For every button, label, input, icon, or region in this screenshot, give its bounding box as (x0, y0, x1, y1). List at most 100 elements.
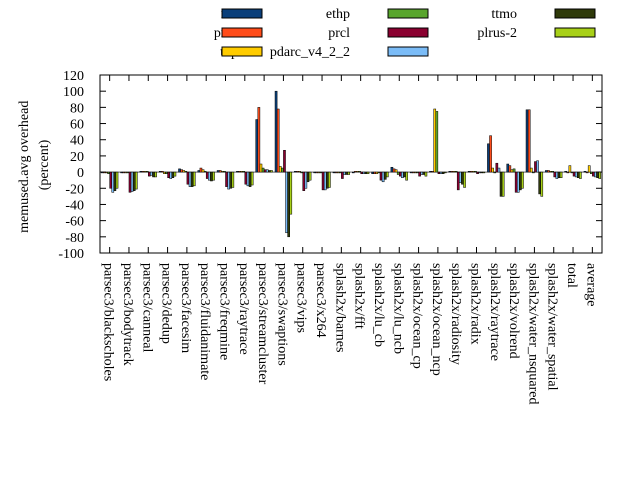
bar-prcl-10 (302, 171, 306, 191)
bar-prec-24 (566, 171, 570, 174)
bar-prec-21 (508, 165, 512, 173)
bar-plrus-2-8 (270, 170, 273, 173)
bar-thp-24 (568, 165, 572, 173)
legend-swatch (221, 46, 263, 57)
bar-ethp-1 (126, 171, 130, 174)
bar-plrus-2-21 (521, 171, 524, 189)
y-tick-label: 40 (70, 134, 84, 149)
bar-rec-10 (294, 171, 297, 173)
x-tick-label: splash2x/radiosity (448, 263, 463, 365)
x-tick-label: splash2x/ocean_ncp (429, 263, 444, 376)
bar-prcl-11 (321, 171, 325, 191)
bar-ethp-11 (319, 171, 323, 174)
bar-prec-18 (450, 171, 454, 173)
bar-plrus-2-11 (328, 171, 331, 188)
x-tick-label: parsec3/raytrace (236, 263, 251, 355)
bar-ttmo-0 (113, 171, 117, 191)
bar-prcl-4 (186, 171, 190, 185)
bar-plrus-2-18 (463, 171, 466, 188)
x-tick-label: splash2x/fft (352, 263, 367, 329)
bar-pdarc_v4_2_2-14 (381, 171, 385, 183)
bar-ttmo-11 (325, 171, 329, 189)
bar-ttmo-16 (422, 171, 426, 175)
bar-plrus-2-2 (154, 171, 157, 178)
bar-ethp-7 (242, 171, 246, 173)
bar-ttmo-1 (132, 171, 136, 191)
legend-label: ttmo (491, 7, 517, 22)
bar-prcl-15 (399, 171, 402, 177)
bar-thp-16 (414, 171, 417, 174)
bar-pdarc_v4_2_2-17 (439, 171, 443, 174)
x-tick-label: splash2x/lu_cb (371, 263, 386, 347)
legend-swatch (387, 27, 429, 38)
bar-thp-2 (143, 171, 147, 173)
bar-ttmo-7 (248, 171, 252, 187)
bar-pdarc_v4_2_2-1 (130, 171, 134, 192)
bar-thp-20 (491, 167, 494, 173)
bar-rec-9 (274, 90, 278, 173)
bar-plrus-2-4 (192, 171, 196, 187)
bar-pdarc_v4_2_2-4 (188, 171, 192, 187)
bar-ethp-10 (300, 171, 303, 174)
bar-prec-5 (199, 167, 203, 173)
bar-rec-16 (409, 171, 413, 174)
bar-pdarc_v4_2_2-3 (169, 171, 173, 179)
y-tick-label: 80 (70, 101, 84, 116)
bar-ethp-14 (377, 171, 381, 174)
bar-prcl-5 (205, 171, 209, 179)
bar-prec-17 (431, 171, 434, 173)
bar-ethp-9 (281, 167, 284, 173)
bar-prec-19 (469, 171, 473, 173)
bar-rec-2 (139, 171, 143, 173)
x-tick-label: parsec3/swaptions (274, 263, 289, 366)
bar-prec-10 (296, 171, 299, 173)
bar-prec-0 (103, 171, 106, 174)
bar-plrus-2-3 (173, 171, 177, 177)
bar-prcl-13 (360, 171, 364, 174)
x-tick-label: parsec3/streamcluster (255, 263, 270, 385)
bar-ttmo-4 (190, 171, 194, 187)
bar-plrus-2-12 (347, 171, 350, 175)
x-tick-label: splash2x/water_spatial (545, 263, 560, 391)
y-axis-label: memused.avg overhead (percent) (17, 97, 52, 233)
bar-ttmo-17 (441, 171, 445, 174)
bar-prec-8 (257, 107, 261, 173)
bar-prcl-1 (128, 171, 132, 193)
bar-thp-18 (452, 171, 456, 173)
bar-pdarc_v4_2_2-12 (343, 171, 346, 175)
y-tick-label: -100 (58, 247, 84, 262)
bar-ethp-2 (145, 171, 149, 173)
legend-swatch (387, 46, 429, 57)
legend-swatch (387, 8, 429, 19)
bar-thp-10 (298, 171, 301, 173)
bar-thp-21 (510, 169, 514, 173)
bar-ttmo-9 (287, 171, 290, 238)
bar-rec-22 (525, 109, 529, 173)
legend-swatch (554, 8, 596, 19)
bar-rec-21 (506, 163, 510, 173)
bar-ethp-0 (107, 171, 110, 174)
bar-prec-23 (547, 170, 550, 173)
bar-rec-5 (197, 170, 201, 173)
bar-thp-22 (529, 167, 533, 173)
bar-thp-25 (587, 165, 591, 173)
bar-pdarc_v4_2_2-2 (150, 171, 153, 176)
bar-ethp-6 (223, 171, 226, 173)
bar-prcl-2 (148, 171, 151, 177)
bar-ethp-23 (551, 171, 554, 173)
x-axis: parsec3/blackscholes parsec3/bodytrack par… (101, 75, 598, 405)
bar-prcl-8 (263, 169, 267, 173)
bar-ttmo-8 (268, 170, 271, 173)
y-tick-label: -80 (65, 231, 84, 246)
bar-prcl-23 (553, 171, 557, 178)
bar-ttmo-14 (383, 171, 387, 180)
bar-rec-6 (216, 170, 220, 173)
bar-ttmo-20 (499, 171, 503, 197)
x-tick-label: splash2x/radix (468, 263, 483, 345)
bar-prcl-18 (456, 171, 460, 191)
y-axis-label-line-2: (percent) (37, 139, 52, 190)
bar-thp-19 (472, 171, 475, 173)
bar-prec-12 (334, 171, 338, 174)
x-tick-label: parsec3/dedup (159, 263, 174, 344)
